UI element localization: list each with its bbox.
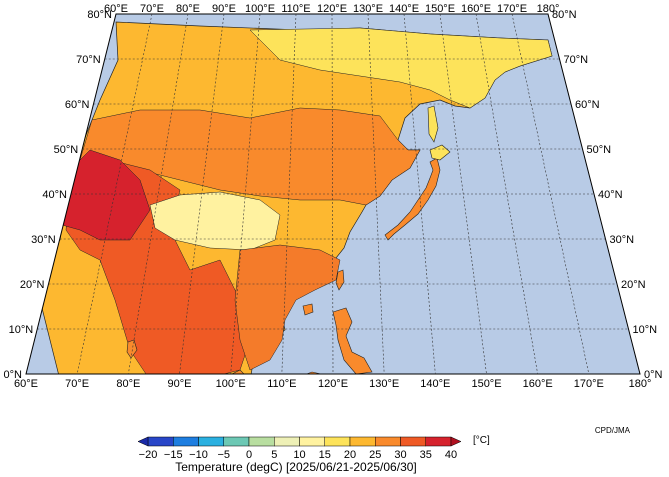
lat-label-left: 70°N: [76, 54, 101, 66]
meridian-line: [511, 14, 590, 374]
zone-southeast-asia: [234, 244, 341, 371]
lat-label-right: 60°N: [575, 99, 600, 111]
lon-label-top: 110°E: [281, 3, 310, 15]
colorbar-swatch: [349, 436, 376, 447]
colorbar-swatch: [223, 436, 250, 447]
colorbar-tick-label: 30: [394, 449, 406, 461]
colorbar-tick-label: 0: [246, 449, 252, 461]
colorbar-swatch: [274, 436, 300, 447]
meridian-line: [76, 14, 153, 374]
lat-label-right: 20°N: [621, 279, 646, 291]
lon-label-top: 120°E: [317, 3, 347, 15]
colorbar-arrow-low: [137, 436, 149, 447]
colorbar-swatch: [425, 436, 452, 447]
zone-siberia-northeast: [249, 27, 553, 109]
land-philippines: [332, 307, 373, 374]
colorbar-tick-label: 40: [445, 449, 457, 461]
land-layer: [29, 21, 553, 374]
lat-label-left: 30°N: [31, 234, 56, 246]
lon-label-bottom: 100°E: [216, 378, 246, 390]
colorbar-title: Temperature (degC) [2025/06/21-2025/06/3…: [175, 460, 417, 474]
colorbar-swatch: [147, 436, 174, 447]
colorbar-tick-label: −10: [189, 449, 208, 461]
colorbar-tick-label: 35: [420, 449, 432, 461]
lat-label-left: 0°N: [4, 369, 23, 381]
meridian-line: [230, 14, 261, 374]
lat-label-right: 50°N: [587, 144, 612, 156]
colorbar-arrow-high: [450, 436, 462, 447]
colorbar-tick-label: −15: [164, 449, 183, 461]
land-hainan: [302, 303, 314, 316]
colorbar-swatch: [375, 436, 401, 447]
lat-label-right: 0°N: [644, 369, 663, 381]
colorbar-tick-label: 5: [271, 449, 277, 461]
lat-label-right: 30°N: [610, 234, 635, 246]
lon-label-bottom: 130°E: [369, 378, 399, 390]
lon-label-top: 130°E: [353, 3, 383, 15]
colorbar-swatch: [400, 436, 426, 447]
lon-label-bottom: 140°E: [420, 378, 450, 390]
colorbar-swatch: [248, 436, 275, 447]
colorbar-tick-label: −5: [217, 449, 230, 461]
lon-label-bottom: 180°: [629, 378, 652, 390]
lon-label-top: 70°E: [140, 3, 164, 15]
lon-label-top: 180°: [537, 3, 560, 15]
zone-central-asia: [79, 107, 421, 206]
lat-label-right: 40°N: [598, 189, 623, 201]
lat-label-left: 10°N: [9, 324, 34, 336]
lon-label-bottom: 160°E: [523, 378, 553, 390]
colorbar-swatch: [299, 436, 325, 447]
colorbar-swatch: [198, 436, 224, 447]
land-taiwan: [335, 269, 345, 291]
graticule: [37, 14, 629, 374]
lon-label-top: 150°E: [425, 3, 455, 15]
lon-label-bottom: 120°E: [318, 378, 348, 390]
land-sumatra: [227, 369, 267, 374]
colorbar-tick-label: 15: [319, 449, 331, 461]
credit-label: CPD/JMA: [595, 426, 631, 435]
lon-label-bottom: 90°E: [168, 378, 192, 390]
lon-label-top: 60°E: [104, 3, 128, 15]
lat-label-left: 80°N: [87, 9, 112, 21]
colorbar-unit: [°C]: [473, 435, 490, 446]
colorbar: −20 −15 −10 −5 0 5 10 15 20 25 30 35 40: [137, 436, 462, 461]
lat-label-left: 60°N: [65, 99, 90, 111]
lat-label-left: 40°N: [42, 189, 67, 201]
colorbar-tick-label: −20: [139, 449, 158, 461]
land-borneo: [295, 371, 337, 374]
lon-label-bottom: 60°E: [14, 378, 38, 390]
lat-label-left: 20°N: [20, 279, 45, 291]
lon-label-bottom: 110°E: [267, 378, 296, 390]
lon-label-top: 100°E: [245, 3, 275, 15]
lon-label-top: 80°E: [176, 3, 200, 15]
meridian-line: [179, 14, 225, 374]
zone-tibetan-plateau: [149, 191, 281, 251]
lon-label-top: 140°E: [389, 3, 419, 15]
lon-label-top: 170°E: [497, 3, 527, 15]
land-sri-lanka: [126, 339, 138, 359]
lon-label-bottom: 80°E: [116, 378, 140, 390]
lon-label-bottom: 170°E: [574, 378, 604, 390]
meridian-line: [475, 14, 538, 374]
lat-label-right: 80°N: [552, 9, 577, 21]
axis-labels: 60°E 60°E 70°E 70°E 80°E 80°E 90°E 90°E 100°E 100…: [4, 3, 663, 390]
lon-label-top: 90°E: [212, 3, 236, 15]
land-sakhalin: [427, 105, 439, 143]
zone-pakistan-hotspot: [59, 149, 151, 241]
colorbar-tick-label: 20: [344, 449, 356, 461]
lat-label-right: 70°N: [564, 54, 589, 66]
lon-label-top: 160°E: [461, 3, 491, 15]
lon-label-bottom: 70°E: [65, 378, 89, 390]
lon-label-bottom: 150°E: [471, 378, 501, 390]
meridian-line: [128, 14, 189, 374]
colorbar-tick-label: 25: [369, 449, 381, 461]
lat-label-left: 50°N: [54, 144, 79, 156]
lat-label-right: 10°N: [633, 324, 658, 336]
colorbar-swatch: [173, 436, 199, 447]
colorbar-swatch: [324, 436, 351, 447]
colorbar-tick-label: 10: [293, 449, 305, 461]
